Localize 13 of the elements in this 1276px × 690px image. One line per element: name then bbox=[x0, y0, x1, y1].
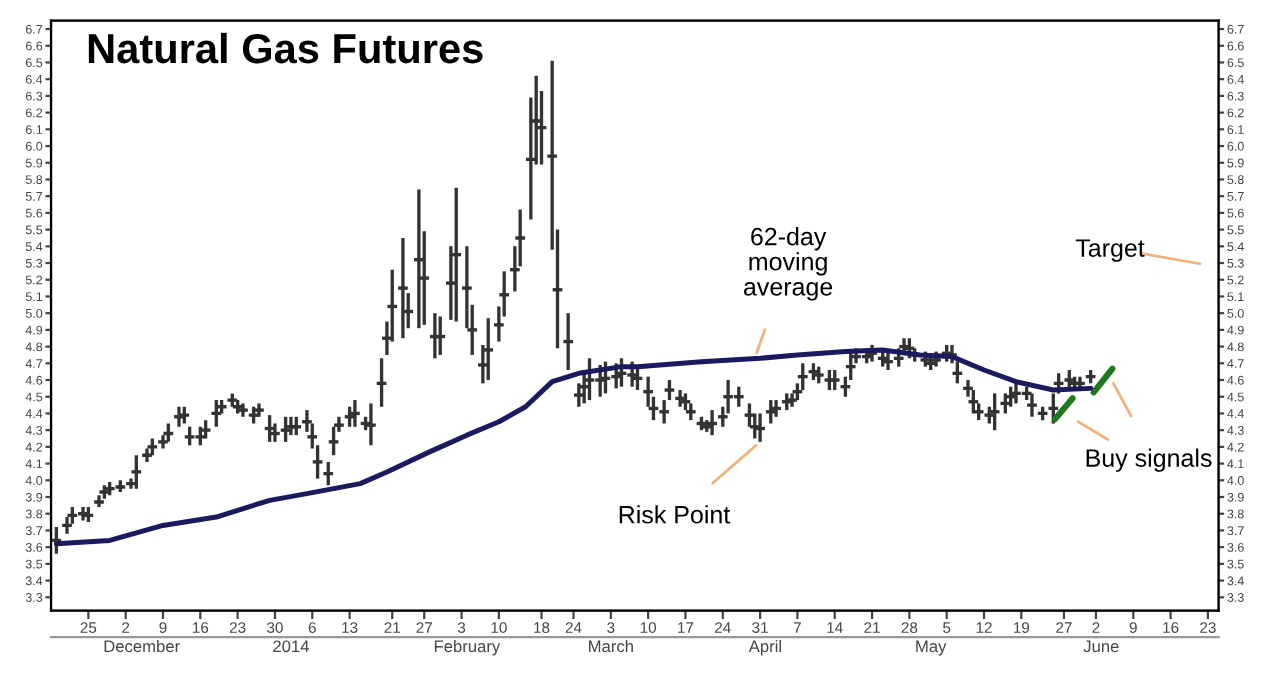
annotation: 62-day moving average bbox=[743, 227, 833, 301]
annotation: Risk Point bbox=[619, 505, 731, 524]
x2-tick-label: 2014 bbox=[273, 640, 309, 653]
candlestick bbox=[1027, 391, 1037, 419]
annotation: Target bbox=[1075, 239, 1145, 262]
x2-tick-label: December bbox=[104, 639, 180, 653]
annotation: Buy signals bbox=[1086, 448, 1212, 472]
x2-tick-label: April bbox=[748, 639, 781, 656]
chart-title: Natural Gas Futures bbox=[88, 32, 483, 64]
x2-tick-label: February bbox=[434, 639, 501, 656]
x2-tick-label: May bbox=[916, 640, 947, 656]
x2-tick-label: June bbox=[1083, 640, 1119, 653]
x2-tick-label: March bbox=[589, 639, 633, 653]
